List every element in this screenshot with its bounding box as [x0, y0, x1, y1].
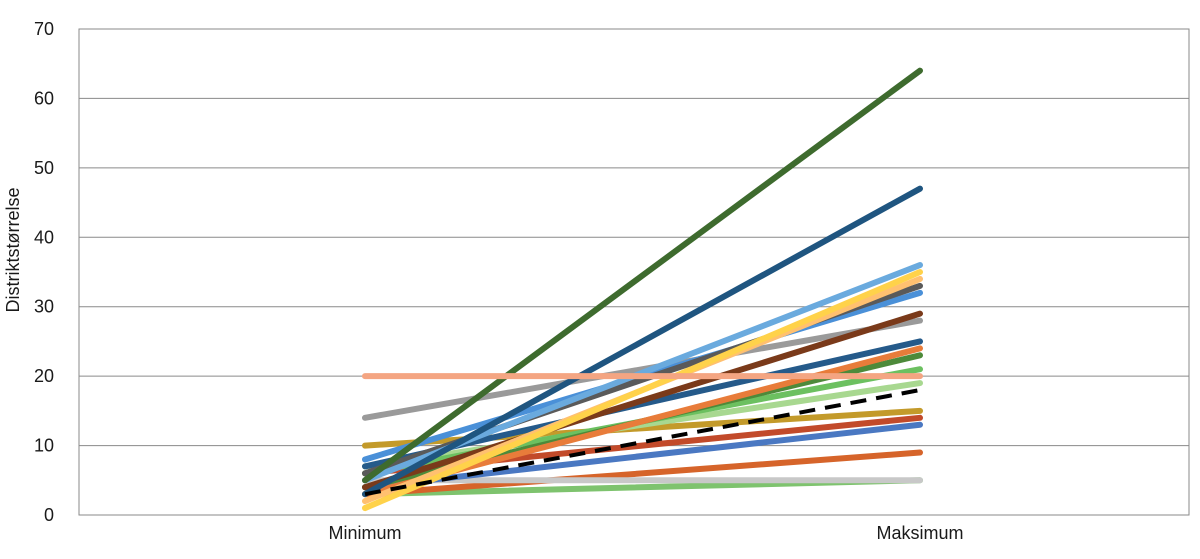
- y-tick-label: 40: [34, 227, 54, 247]
- y-tick-label: 0: [44, 505, 54, 525]
- series-line-dashed: [364, 388, 921, 497]
- series-line: [362, 310, 923, 491]
- y-axis-title: Distriktstørrelse: [3, 188, 23, 313]
- series-line: [362, 449, 923, 498]
- series-line: [362, 421, 923, 491]
- y-tick-label: 10: [34, 436, 54, 456]
- series-line: [362, 67, 923, 484]
- gridlines: [79, 97, 1189, 447]
- y-tick-label: 60: [34, 88, 54, 108]
- y-tick-label: 20: [34, 366, 54, 386]
- series-line: [362, 185, 923, 498]
- x-tick-labels: Minimum Maksimum: [328, 523, 963, 543]
- x-tick-label: Maksimum: [876, 523, 963, 543]
- y-tick-label: 30: [34, 297, 54, 317]
- series-line: [362, 269, 923, 512]
- y-tick-label: 70: [34, 19, 54, 39]
- x-tick-label: Minimum: [328, 523, 401, 543]
- series-line: [362, 380, 923, 470]
- plot-frame: [78, 28, 1190, 516]
- series-lines: [362, 67, 923, 512]
- series-line: [362, 317, 923, 421]
- y-tick-label: 50: [34, 158, 54, 178]
- y-tick-labels: 0 10 20 30 40 50 60 70: [34, 19, 54, 525]
